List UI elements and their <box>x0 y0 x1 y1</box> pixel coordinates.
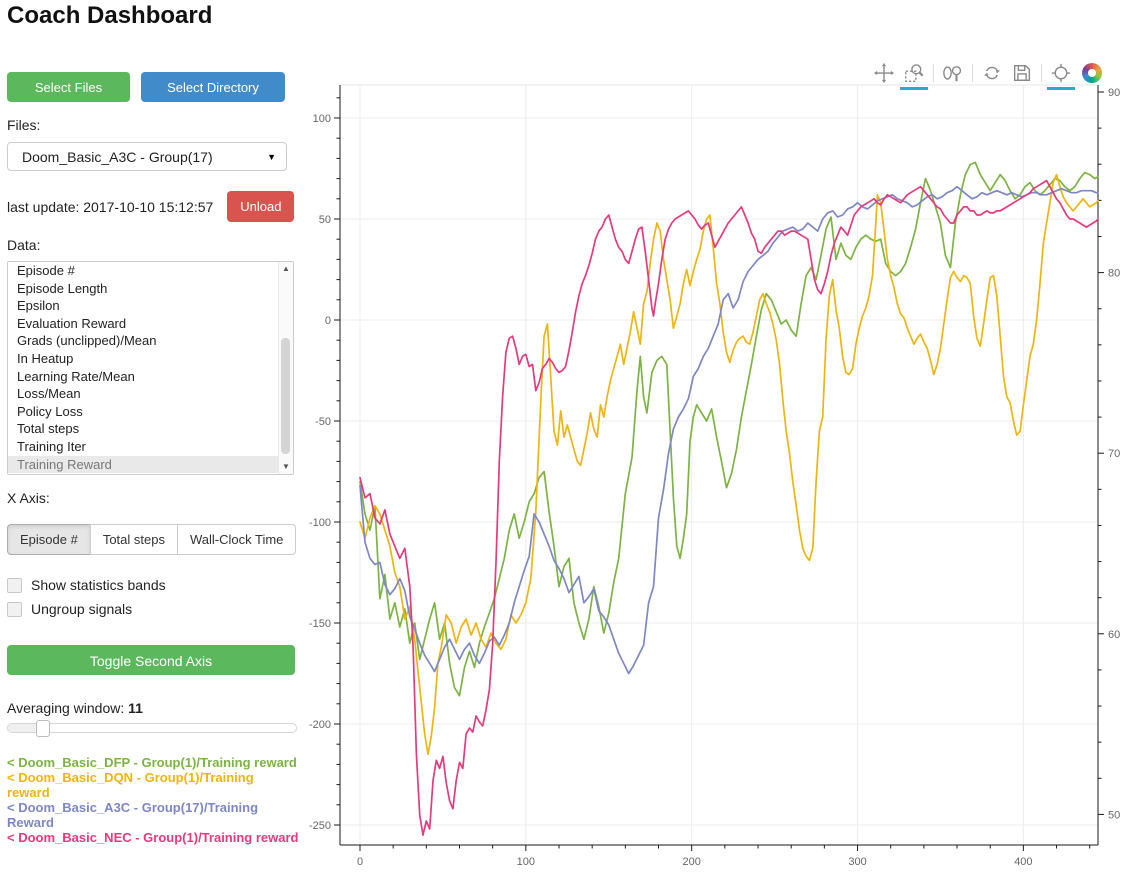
xaxis-tab-episode-[interactable]: Episode # <box>7 524 91 555</box>
xaxis-tab-group: Episode # Total steps Wall-Clock Time <box>7 524 297 555</box>
y-axis-tick-label: 0 <box>325 315 331 327</box>
checkbox[interactable] <box>7 577 22 593</box>
y-axis-tick-label: -100 <box>309 517 331 529</box>
x-axis-tick-label: 300 <box>848 856 866 868</box>
pan-tool-icon[interactable] <box>872 60 896 86</box>
data-list-item[interactable]: Loss/Mean <box>17 386 81 402</box>
last-update-text: last update: 2017-10-10 15:12:57 <box>7 198 214 215</box>
y-axis-tick-label: -250 <box>309 820 331 832</box>
data-list-item[interactable]: In Heatup <box>17 350 74 366</box>
files-label: Files: <box>7 117 41 133</box>
select-directory-button[interactable]: Select Directory <box>141 72 285 102</box>
y-axis-tick-label: -150 <box>309 618 331 630</box>
active-tool-underline <box>1047 87 1075 90</box>
legend-item[interactable]: < Doom_Basic_DQN - Group(1)/Training rew… <box>7 770 254 800</box>
checkbox-row: Show statistics bands <box>7 577 300 593</box>
y2-axis-tick-label: 60 <box>1108 629 1120 641</box>
y-axis-tick-label: 100 <box>313 113 331 125</box>
series-line-0 <box>359 161 1099 697</box>
save-tool-icon[interactable] <box>1010 60 1034 86</box>
unload-button[interactable]: Unload <box>227 191 295 222</box>
data-label: Data: <box>7 237 41 253</box>
x-axis-tick-label: 200 <box>683 856 701 868</box>
reset-tool-icon[interactable] <box>980 60 1004 86</box>
wheel-zoom-tool-icon[interactable] <box>941 60 965 86</box>
x-axis-tick-label: 400 <box>1014 856 1032 868</box>
files-selected-value: Doom_Basic_A3C - Group(17) <box>22 148 213 165</box>
data-list-item[interactable]: Episode # <box>17 263 75 278</box>
y2-axis-tick-label: 70 <box>1108 448 1120 460</box>
bokeh-logo-icon[interactable] <box>1082 63 1102 83</box>
legend-item[interactable]: < Doom_Basic_NEC - Group(1)/Training rew… <box>7 830 299 845</box>
toolbar-separator <box>933 64 934 82</box>
plot-area[interactable]: 0 100 200 300 400 100 50 0 -50 -100 -150 -200 -250 90… <box>300 60 1142 875</box>
averaging-window-slider[interactable] <box>7 720 297 737</box>
y-axis-tick-label: 50 <box>319 214 331 226</box>
slider-fill <box>8 724 40 732</box>
data-list-item[interactable]: Epsilon <box>17 298 60 314</box>
data-list-item[interactable]: Training Reward <box>8 455 293 474</box>
legend-item[interactable]: < Doom_Basic_DFP - Group(1)/Training rew… <box>7 755 297 770</box>
checkbox-label: Show statistics bands <box>31 577 166 593</box>
xaxis-tab-wall-clock-time[interactable]: Wall-Clock Time <box>176 524 297 555</box>
series-line-2 <box>359 185 1099 675</box>
data-list-item[interactable]: Evaluation Reward <box>17 315 127 331</box>
xaxis-tab-total-steps[interactable]: Total steps <box>89 524 178 555</box>
averaging-window-value: 11 <box>128 700 143 716</box>
select-files-button[interactable]: Select Files <box>7 72 130 102</box>
xaxis-label: X Axis: <box>7 490 50 506</box>
page-title: Coach Dashboard <box>7 2 213 29</box>
x-axis-tick-label: 100 <box>517 856 535 868</box>
plot-toolbar <box>869 60 1102 90</box>
data-list-item[interactable]: Episode Length <box>17 280 108 296</box>
series-legend: < Doom_Basic_DFP - Group(1)/Training rew… <box>7 755 299 845</box>
toolbar-separator <box>972 64 973 82</box>
y2-axis-tick-label: 90 <box>1108 87 1120 99</box>
checkbox-row: Ungroup signals <box>7 601 300 617</box>
checkbox-label: Ungroup signals <box>31 601 133 617</box>
series-line-1 <box>359 173 1099 756</box>
toggle-second-axis-button[interactable]: Toggle Second Axis <box>7 645 295 675</box>
data-list-item[interactable]: Training Iter <box>17 438 86 454</box>
files-select[interactable]: Doom_Basic_A3C - Group(17) ▼ <box>7 142 287 171</box>
y-axis-tick-label: -200 <box>309 719 331 731</box>
x-axis-tick-label: 0 <box>357 856 363 868</box>
toolbar-separator <box>1041 64 1042 82</box>
data-list-item[interactable]: Policy Loss <box>17 403 83 419</box>
y2-axis-tick-label: 80 <box>1108 268 1120 280</box>
y-axis-tick-label: -50 <box>315 416 331 428</box>
scroll-up-icon[interactable]: ▲ <box>282 264 290 273</box>
chart-panel: 0 100 200 300 400 100 50 0 -50 -100 -150 -200 -250 90… <box>300 60 1142 875</box>
scroll-down-icon[interactable]: ▼ <box>282 462 290 471</box>
averaging-window-label: Averaging window: <box>7 700 129 716</box>
data-listbox[interactable]: Episode # Episode Length Epsilon Evaluation… <box>7 261 294 475</box>
scrollbar[interactable]: ▲ ▼ <box>278 262 293 474</box>
data-list-item[interactable]: Grads (unclipped)/Mean <box>17 333 157 349</box>
slider-handle[interactable] <box>36 720 50 737</box>
box-zoom-tool-icon[interactable] <box>900 60 928 90</box>
y2-axis-tick-label: 50 <box>1108 809 1120 821</box>
active-tool-underline <box>900 87 928 90</box>
sidebar: Select Files Select Directory Files: Doo… <box>0 72 300 845</box>
chevron-down-icon: ▼ <box>267 151 276 162</box>
series-line-3 <box>359 179 1099 836</box>
data-list-item[interactable]: Learning Rate/Mean <box>17 368 135 384</box>
checkbox[interactable] <box>7 601 22 617</box>
hover-tool-icon[interactable] <box>1047 60 1075 90</box>
legend-item[interactable]: < Doom_Basic_A3C - Group(17)/Training Re… <box>7 800 259 830</box>
averaging-window-row: Averaging window: 11 <box>7 700 300 716</box>
scrollbar-thumb[interactable] <box>281 338 290 454</box>
data-list-item[interactable]: Total steps <box>17 421 80 437</box>
